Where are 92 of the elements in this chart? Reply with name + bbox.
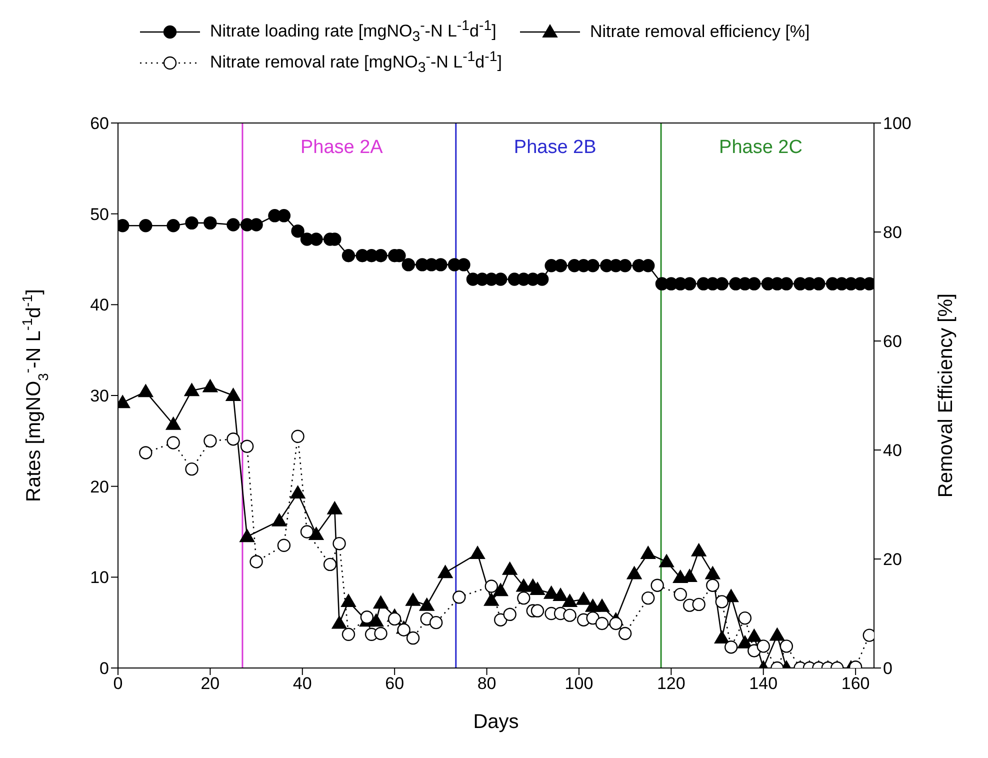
point [166,436,180,450]
point [756,640,770,653]
point [705,566,720,580]
y2-tick-label: 80 [883,223,902,242]
y2-axis-title: Removal Efficiency [%] [935,293,957,498]
point [373,596,388,609]
point [240,529,255,542]
point [618,626,632,640]
legend-label: Nitrate removal efficiency [%] [590,22,810,42]
point [138,384,154,398]
point [429,616,443,630]
y2-tick-label: 60 [883,332,902,352]
point [342,628,356,641]
point [470,546,486,560]
point [374,626,388,640]
x-tick-label: 120 [656,674,686,694]
point [502,562,518,575]
x-tick-label: 100 [564,674,594,694]
point [714,630,730,644]
y-tick-label: 40 [90,296,109,315]
point [368,614,384,627]
ref-line-label: Phase 2C [719,137,802,158]
legend-label: Nitrate removal rate [mgNO$_{3}$$^{-}$-N L$^{-1}$d$^{-1}$] [210,49,502,76]
point [553,588,568,602]
point [563,608,576,622]
point [308,526,324,540]
x-tick-label: 160 [841,674,870,694]
point [340,594,356,608]
x-tick-label: 40 [292,674,312,694]
point [493,583,508,596]
x-tick-label: 20 [200,674,220,694]
legend-label: Nitrate loading rate [mgNO$_{3}$$^{-}$-N L$^{-1}$d$^{-1}$] [210,18,496,46]
point [452,590,466,604]
point [202,379,218,392]
point [240,440,254,453]
point [737,635,752,648]
ref-line-label: Phase 2B [514,137,596,158]
point [332,536,346,550]
point [166,416,181,430]
point [594,598,610,612]
point [692,598,706,612]
point [706,578,720,592]
y2-tick-label: 40 [883,441,902,460]
point [503,608,516,622]
y-tick-label: 0 [100,659,109,678]
point [595,616,609,630]
point [626,566,642,580]
y2-tick-label: 20 [883,550,902,570]
point [674,588,687,602]
point [659,554,674,568]
x-tick-label: 140 [749,674,778,694]
point [388,612,402,626]
point [290,486,306,499]
y-tick-label: 50 [90,204,109,224]
x-tick-label: 80 [477,674,496,694]
point [530,604,544,618]
point [406,592,421,606]
point [738,611,752,625]
point [360,610,374,624]
x-axis-title: Days [473,711,519,733]
point [184,383,200,396]
point [272,513,287,526]
point [226,388,241,401]
y-tick-label: 20 [90,477,109,496]
point [770,628,785,641]
point [715,595,728,608]
point [484,592,499,606]
point [397,623,410,636]
x-tick-label: 0 [113,674,123,694]
point [609,616,622,630]
point [576,592,592,605]
y-tick-label: 10 [90,568,109,588]
point [746,628,762,642]
point [327,501,342,514]
ref-line-label: Phase 2A [300,137,384,158]
point [640,546,656,560]
y-tick-label: 30 [90,386,109,406]
point [226,432,240,446]
y2-tick-label: 100 [883,114,912,134]
x-tick-label: 60 [385,674,404,694]
point [691,543,706,556]
point [484,580,498,593]
point [250,555,263,568]
point [438,565,453,578]
point [185,462,198,476]
y-tick-label: 60 [90,114,109,134]
point [332,616,347,629]
point [419,598,434,611]
point [562,594,578,608]
point [650,578,664,592]
y2-tick-label: 0 [883,659,892,678]
point [530,582,545,596]
